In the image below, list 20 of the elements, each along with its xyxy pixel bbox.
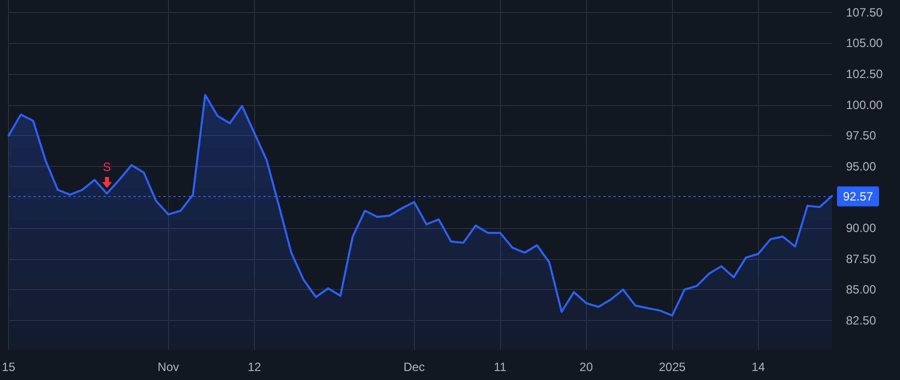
y-tick-label: 97.50 bbox=[846, 128, 876, 143]
annotation: S bbox=[102, 160, 111, 174]
x-tick-label: 20 bbox=[580, 360, 594, 374]
y-tick-label: 82.50 bbox=[846, 313, 876, 328]
ref-line-label: 92.57 bbox=[843, 189, 874, 204]
x-tick-label: 14 bbox=[752, 360, 766, 374]
y-tick-label: 85.00 bbox=[846, 282, 876, 297]
y-tick-label: 107.50 bbox=[846, 5, 884, 20]
x-tick-label: 15 bbox=[2, 360, 16, 374]
y-tick-label: 102.50 bbox=[846, 66, 884, 81]
y-tick-label: 95.00 bbox=[846, 159, 876, 174]
x-tick-label: Dec bbox=[403, 360, 425, 374]
y-tick-label: 105.00 bbox=[846, 36, 884, 50]
y-tick-label: 90.00 bbox=[846, 220, 876, 235]
x-tick-label: 12 bbox=[248, 360, 262, 374]
x-tick-label: Nov bbox=[158, 360, 180, 374]
y-tick-label: 100.00 bbox=[846, 98, 884, 112]
y-tick-label: 87.50 bbox=[846, 252, 876, 266]
x-tick-label: 11 bbox=[494, 360, 507, 374]
x-tick-label: 2025 bbox=[658, 360, 686, 374]
